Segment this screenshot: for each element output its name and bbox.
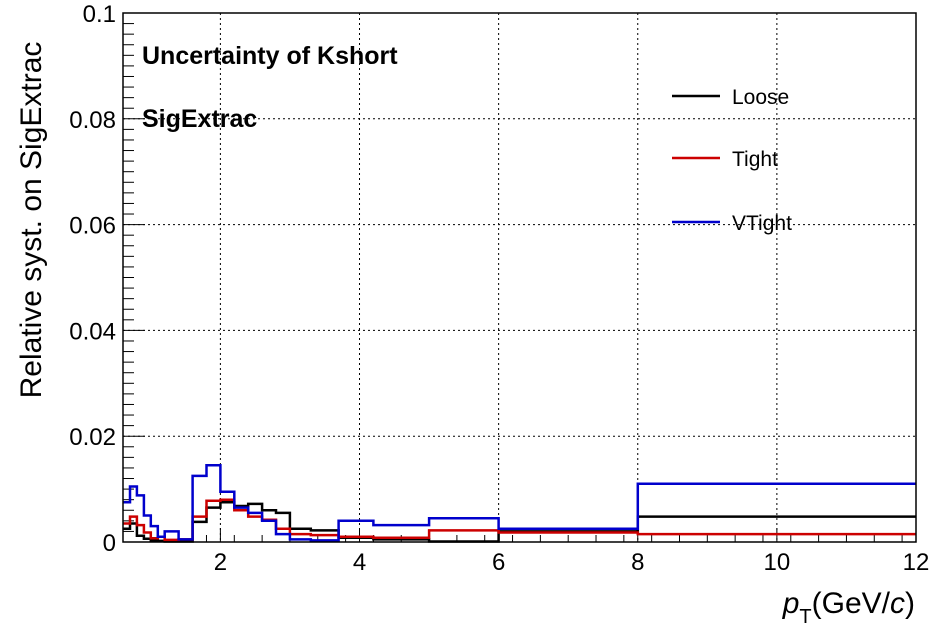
plot-frame — [122, 12, 917, 543]
x-axis-title-unit: (GeV/ — [812, 587, 891, 620]
y-tick-label: 0.04 — [69, 318, 116, 345]
x-axis-title-c: c — [890, 587, 905, 620]
x-tick-label: 12 — [903, 549, 930, 576]
x-axis-title: pT(GeV/c) — [782, 587, 915, 628]
legend: Loose Tight VTight — [672, 86, 792, 235]
x-axis-title-p: p — [782, 587, 800, 620]
y-tick-label: 0 — [103, 530, 116, 557]
y-tick-label: 0.06 — [69, 213, 116, 240]
y-tick-label: 0.08 — [69, 107, 116, 134]
tick-labels: 2 4 6 8 10 12 0 0.02 0.04 0.06 0.08 0.1 — [69, 1, 929, 576]
grid — [123, 13, 917, 542]
annotation-subtitle: SigExtrac — [142, 105, 257, 133]
x-tick-label: 8 — [631, 549, 644, 576]
legend-label-vtight: VTight — [732, 212, 792, 235]
x-tick-label: 6 — [492, 549, 505, 576]
series-vtight-histogram — [123, 464, 916, 542]
annotation-title: Uncertainty of Kshort — [142, 42, 398, 70]
x-axis-title-close: ) — [905, 587, 915, 620]
x-axis-title-sub: T — [799, 606, 811, 628]
x-tick-label: 4 — [353, 549, 366, 576]
y-tick-label: 0.1 — [83, 1, 116, 28]
y-axis-title: Relative syst. on SigExtrac — [15, 42, 48, 399]
series-layer — [123, 464, 916, 543]
legend-label-tight: Tight — [732, 148, 778, 171]
x-tick-label: 2 — [214, 549, 227, 576]
legend-label-loose: Loose — [732, 86, 789, 109]
y-tick-label: 0.02 — [69, 424, 116, 451]
x-tick-label: 10 — [764, 549, 791, 576]
